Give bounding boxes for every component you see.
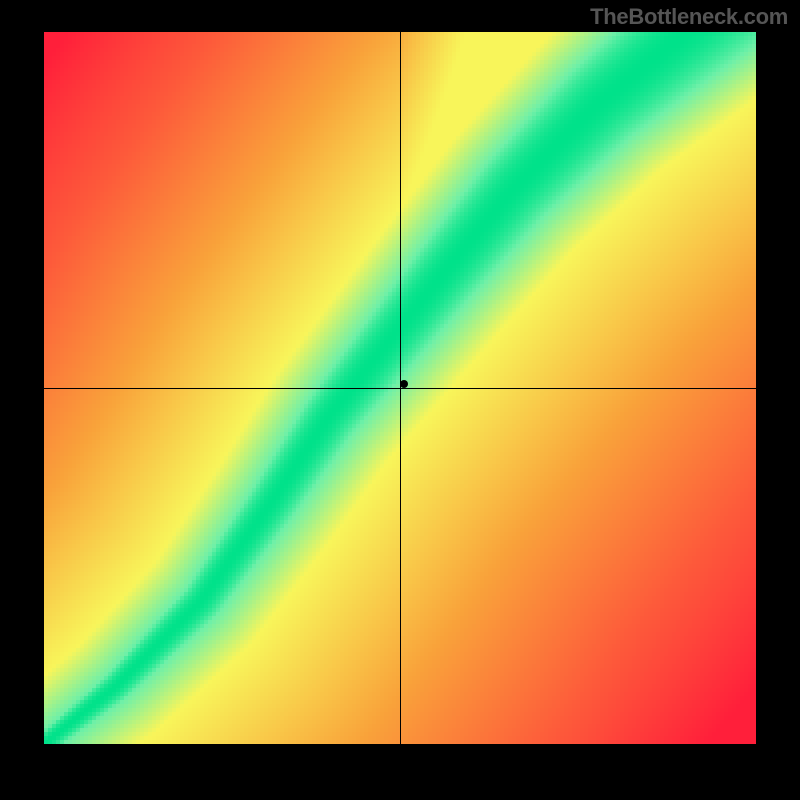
marker-dot [400, 380, 408, 388]
chart-frame: TheBottleneck.com [0, 0, 800, 800]
plot-area [44, 32, 756, 744]
crosshair-horizontal [44, 388, 756, 389]
attribution-label: TheBottleneck.com [590, 4, 788, 30]
